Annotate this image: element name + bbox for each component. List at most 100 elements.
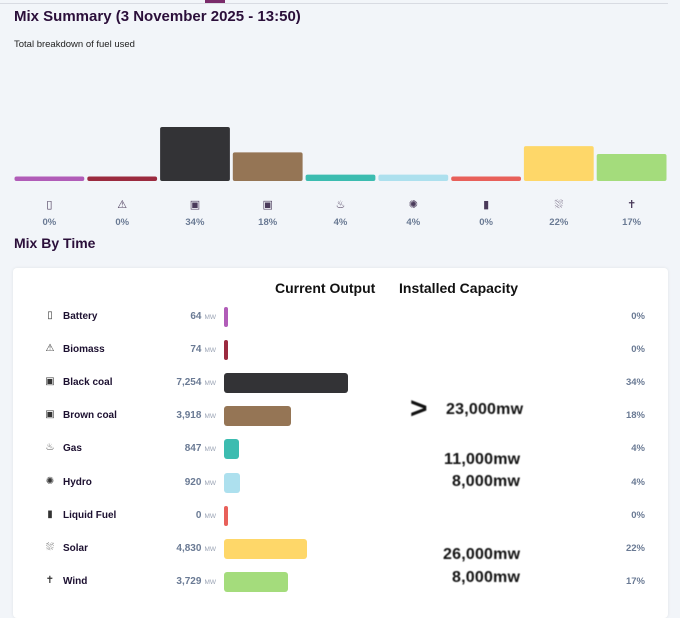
unit-label: MW (204, 512, 216, 520)
gas-capacity-annotation: 11,000mw (444, 451, 521, 468)
unit-label: MW (204, 479, 216, 487)
hydro-capacity-annotation: 8,000mw (452, 473, 521, 490)
train-icon: ▣ (45, 376, 55, 388)
output-bar-wind (224, 571, 288, 592)
fuel-output-value: 64 MW (190, 311, 216, 322)
legend-percent: 0% (42, 217, 57, 228)
unit-label: MW (204, 413, 216, 421)
legend-item: ⚠ 0% (86, 198, 158, 228)
legend-item: ✺ 4% (377, 198, 449, 228)
fuel-row-black-coal: ▣ Black coal 7,254 MW 34% (13, 373, 668, 394)
fuel-row-liquid-fuel: ▮ Liquid Fuel 0 MW 0% (13, 505, 668, 526)
flame-icon: ♨ (335, 199, 346, 211)
mix-summary-bar-chart (14, 127, 667, 181)
legend-item: ▯ 0% (13, 198, 85, 228)
legend-item: ▣ 18% (232, 198, 304, 228)
summary-bar-biomass (87, 176, 158, 181)
fuel-output-value: 847 MW (184, 443, 216, 455)
legend-item: ♨ 4% (305, 198, 377, 228)
wind-capacity-annotation: 8,000mw (452, 569, 521, 586)
unit-label: MW (204, 314, 216, 321)
solar-icon: ⛆ (554, 199, 564, 211)
output-bar-solar (224, 538, 307, 559)
fuel-percent: 34% (625, 377, 645, 389)
fuel-output-value: 7,254 MW (176, 377, 216, 389)
battery-icon: ▯ (46, 199, 53, 211)
fuel-name: Liquid Fuel (63, 509, 117, 521)
fuel-output-value: 920 MW (184, 476, 216, 488)
fuel-name: Battery (63, 311, 98, 322)
legend-percent: 18% (258, 217, 278, 228)
hydro-icon: ✺ (408, 199, 418, 211)
fuel-percent: 0% (631, 344, 645, 356)
fuel-output-value: 3,729 MW (176, 575, 216, 587)
fuel-row-wind: ✝ Wind 3,729 MW 17% (13, 571, 668, 592)
fuel-name: Gas (63, 443, 82, 455)
solar-capacity-annotation: 26,000mw (443, 546, 521, 563)
fuel-row-gas: ♨ Gas 847 MW 4% (13, 439, 668, 460)
fuel-percent: 4% (631, 476, 645, 488)
fuel-name: Hydro (63, 476, 92, 488)
fuel-output-value: 0 MW (195, 509, 216, 521)
fuel-name: Wind (63, 575, 88, 587)
mix-by-time-card (13, 268, 668, 618)
summary-bar-liquid-fuel (451, 176, 521, 181)
fuel-row-solar: ⛆ Solar 4,830 MW 22% (13, 538, 668, 559)
active-tab-indicator (205, 0, 225, 3)
fuel-percent: 4% (631, 443, 645, 455)
legend-percent: 34% (185, 217, 205, 228)
summary-bar-gas (305, 174, 376, 181)
output-bar-hydro (224, 472, 240, 493)
output-bar-liquid-fuel (224, 505, 228, 526)
flame-icon: ♨ (45, 442, 55, 454)
legend-percent: 17% (622, 217, 642, 228)
fuel-row-battery: ▯ Battery 64 MW 0% (13, 307, 668, 327)
solar-icon: ⛆ (46, 541, 54, 553)
unit-label: MW (204, 347, 216, 355)
legend-item: ✝ 17% (596, 198, 668, 228)
legend-percent: 4% (406, 217, 421, 228)
fuel-output-value: 4,830 MW (176, 542, 216, 554)
blackcoal-capacity-annotation: 23,000mw (446, 401, 524, 418)
summary-bar-solar (523, 146, 594, 181)
unit-label: MW (204, 545, 216, 553)
train-icon: ▣ (262, 199, 273, 211)
fuel-output-value: 3,918 MW (176, 410, 216, 422)
wind-icon: ✝ (626, 199, 637, 211)
train-icon: ▣ (189, 199, 201, 211)
summary-bar-battery (14, 176, 85, 181)
mix-summary-title: Mix Summary (3 November 2025 - 13:50) (14, 8, 301, 25)
output-bar-black-coal (224, 373, 348, 394)
summary-bar-black-coal (160, 127, 230, 181)
legend-percent: 0% (479, 217, 493, 228)
output-bar-gas (224, 439, 239, 460)
fuel-percent: 18% (625, 410, 645, 422)
legend-percent: 0% (115, 217, 130, 228)
fuel-name: Black coal (63, 377, 113, 389)
battery-icon: ▯ (47, 310, 53, 321)
unit-label: MW (204, 446, 216, 454)
fuel-percent: 0% (631, 509, 645, 521)
unit-label: MW (204, 380, 216, 388)
biomass-icon: ⚠ (117, 199, 128, 211)
fuel-row-biomass: ⚠ Biomass 74 MW 0% (13, 340, 668, 361)
fuel-name: Solar (63, 542, 89, 554)
fuel-row-brown-coal: ▣ Brown coal 3,918 MW 18% (13, 406, 668, 427)
fuel-icon: ▮ (483, 199, 490, 211)
top-divider (0, 3, 668, 4)
legend-item: ▣ 34% (159, 198, 231, 228)
current-output-header: Current Output (275, 280, 376, 296)
legend-item: ⛆ 22% (523, 198, 595, 228)
fuel-name: Biomass (63, 344, 105, 356)
fuel-icon: ▮ (47, 508, 53, 520)
mix-summary-subtitle: Total breakdown of fuel used (14, 39, 135, 50)
biomass-icon: ⚠ (45, 343, 55, 355)
output-bar-brown-coal (224, 406, 291, 427)
summary-bar-brown-coal (232, 152, 303, 181)
output-bar-battery (224, 307, 228, 327)
legend-percent: 22% (549, 217, 569, 228)
unit-label: MW (204, 578, 216, 586)
fuel-name: Brown coal (63, 410, 117, 422)
output-bar-biomass (224, 340, 228, 361)
fuel-row-hydro: ✺ Hydro 920 MW 4% (13, 472, 668, 493)
